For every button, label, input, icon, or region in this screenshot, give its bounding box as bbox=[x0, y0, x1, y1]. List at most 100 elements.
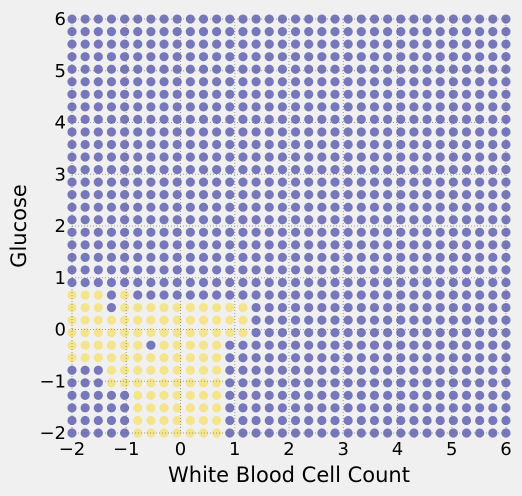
data-point bbox=[435, 52, 445, 62]
data-point bbox=[80, 52, 90, 62]
data-point bbox=[172, 202, 182, 212]
data-point bbox=[212, 177, 222, 187]
data-point bbox=[343, 26, 353, 37]
data-point bbox=[185, 390, 195, 400]
data-point bbox=[120, 52, 130, 62]
data-point bbox=[422, 77, 432, 87]
data-point bbox=[330, 340, 340, 350]
data-point bbox=[80, 277, 90, 288]
data-point bbox=[448, 302, 458, 313]
data-point bbox=[304, 190, 314, 200]
data-point bbox=[238, 353, 248, 363]
data-point bbox=[290, 127, 301, 137]
data-point bbox=[159, 26, 169, 37]
data-point bbox=[80, 114, 90, 124]
data-point bbox=[80, 265, 90, 275]
y-tick-label: 4 bbox=[55, 113, 66, 134]
data-point bbox=[448, 164, 458, 175]
data-point bbox=[330, 202, 340, 212]
data-point bbox=[343, 164, 353, 175]
data-point bbox=[396, 152, 406, 162]
data-point bbox=[448, 102, 458, 112]
data-point bbox=[80, 190, 90, 200]
data-point bbox=[369, 252, 380, 262]
data-point bbox=[409, 328, 419, 338]
data-point bbox=[172, 177, 182, 187]
data-point bbox=[409, 290, 419, 300]
data-point bbox=[343, 340, 353, 350]
data-point bbox=[185, 52, 195, 62]
data-point bbox=[461, 190, 472, 200]
data-point bbox=[330, 152, 340, 162]
data-point bbox=[198, 177, 209, 187]
data-point bbox=[317, 378, 327, 388]
data-point bbox=[369, 340, 380, 350]
data-point bbox=[93, 290, 103, 300]
data-point bbox=[343, 127, 353, 137]
data-point bbox=[106, 190, 117, 200]
data-point bbox=[159, 227, 169, 237]
data-point bbox=[133, 114, 143, 124]
data-point bbox=[461, 202, 472, 212]
data-point bbox=[369, 215, 380, 225]
data-point bbox=[80, 240, 90, 250]
data-point bbox=[488, 353, 498, 363]
data-point bbox=[277, 315, 287, 325]
data-point bbox=[356, 14, 366, 24]
data-point bbox=[501, 328, 511, 338]
data-point bbox=[159, 290, 169, 300]
data-point bbox=[264, 428, 274, 438]
data-point bbox=[383, 89, 393, 99]
data-point bbox=[198, 89, 209, 99]
data-point bbox=[488, 290, 498, 300]
data-point bbox=[238, 240, 248, 250]
data-point bbox=[133, 14, 143, 24]
data-point bbox=[159, 190, 169, 200]
y-tick-label: 1 bbox=[55, 268, 66, 289]
data-point bbox=[488, 328, 498, 338]
data-point bbox=[356, 240, 366, 250]
data-point bbox=[93, 390, 103, 400]
data-point bbox=[93, 77, 103, 87]
data-point bbox=[448, 152, 458, 162]
data-point bbox=[409, 177, 419, 187]
data-point bbox=[356, 390, 366, 400]
data-point bbox=[448, 328, 458, 338]
data-point bbox=[409, 39, 419, 49]
data-point bbox=[475, 164, 485, 175]
data-point bbox=[290, 315, 301, 325]
data-point bbox=[422, 302, 432, 313]
data-point bbox=[277, 403, 287, 413]
data-point bbox=[93, 240, 103, 250]
data-point bbox=[435, 378, 445, 388]
data-point bbox=[488, 302, 498, 313]
data-point bbox=[383, 378, 393, 388]
data-point bbox=[475, 403, 485, 413]
data-point bbox=[133, 152, 143, 162]
data-point bbox=[238, 252, 248, 262]
data-point bbox=[501, 77, 511, 87]
data-point bbox=[146, 290, 156, 300]
data-point bbox=[409, 215, 419, 225]
data-point bbox=[369, 127, 380, 137]
data-point bbox=[448, 353, 458, 363]
data-point bbox=[501, 315, 511, 325]
data-point bbox=[290, 365, 301, 375]
data-point bbox=[356, 365, 366, 375]
data-point bbox=[435, 164, 445, 175]
data-point bbox=[435, 302, 445, 313]
data-point bbox=[120, 315, 130, 325]
data-point bbox=[172, 403, 182, 413]
data-point bbox=[198, 127, 209, 137]
data-point bbox=[251, 39, 261, 49]
data-point bbox=[435, 240, 445, 250]
data-point bbox=[264, 403, 274, 413]
data-point bbox=[120, 190, 130, 200]
data-point bbox=[396, 390, 406, 400]
data-point bbox=[133, 177, 143, 187]
data-point bbox=[146, 164, 156, 175]
data-point bbox=[159, 390, 169, 400]
data-point bbox=[238, 114, 248, 124]
data-point bbox=[120, 328, 130, 338]
data-point bbox=[396, 290, 406, 300]
